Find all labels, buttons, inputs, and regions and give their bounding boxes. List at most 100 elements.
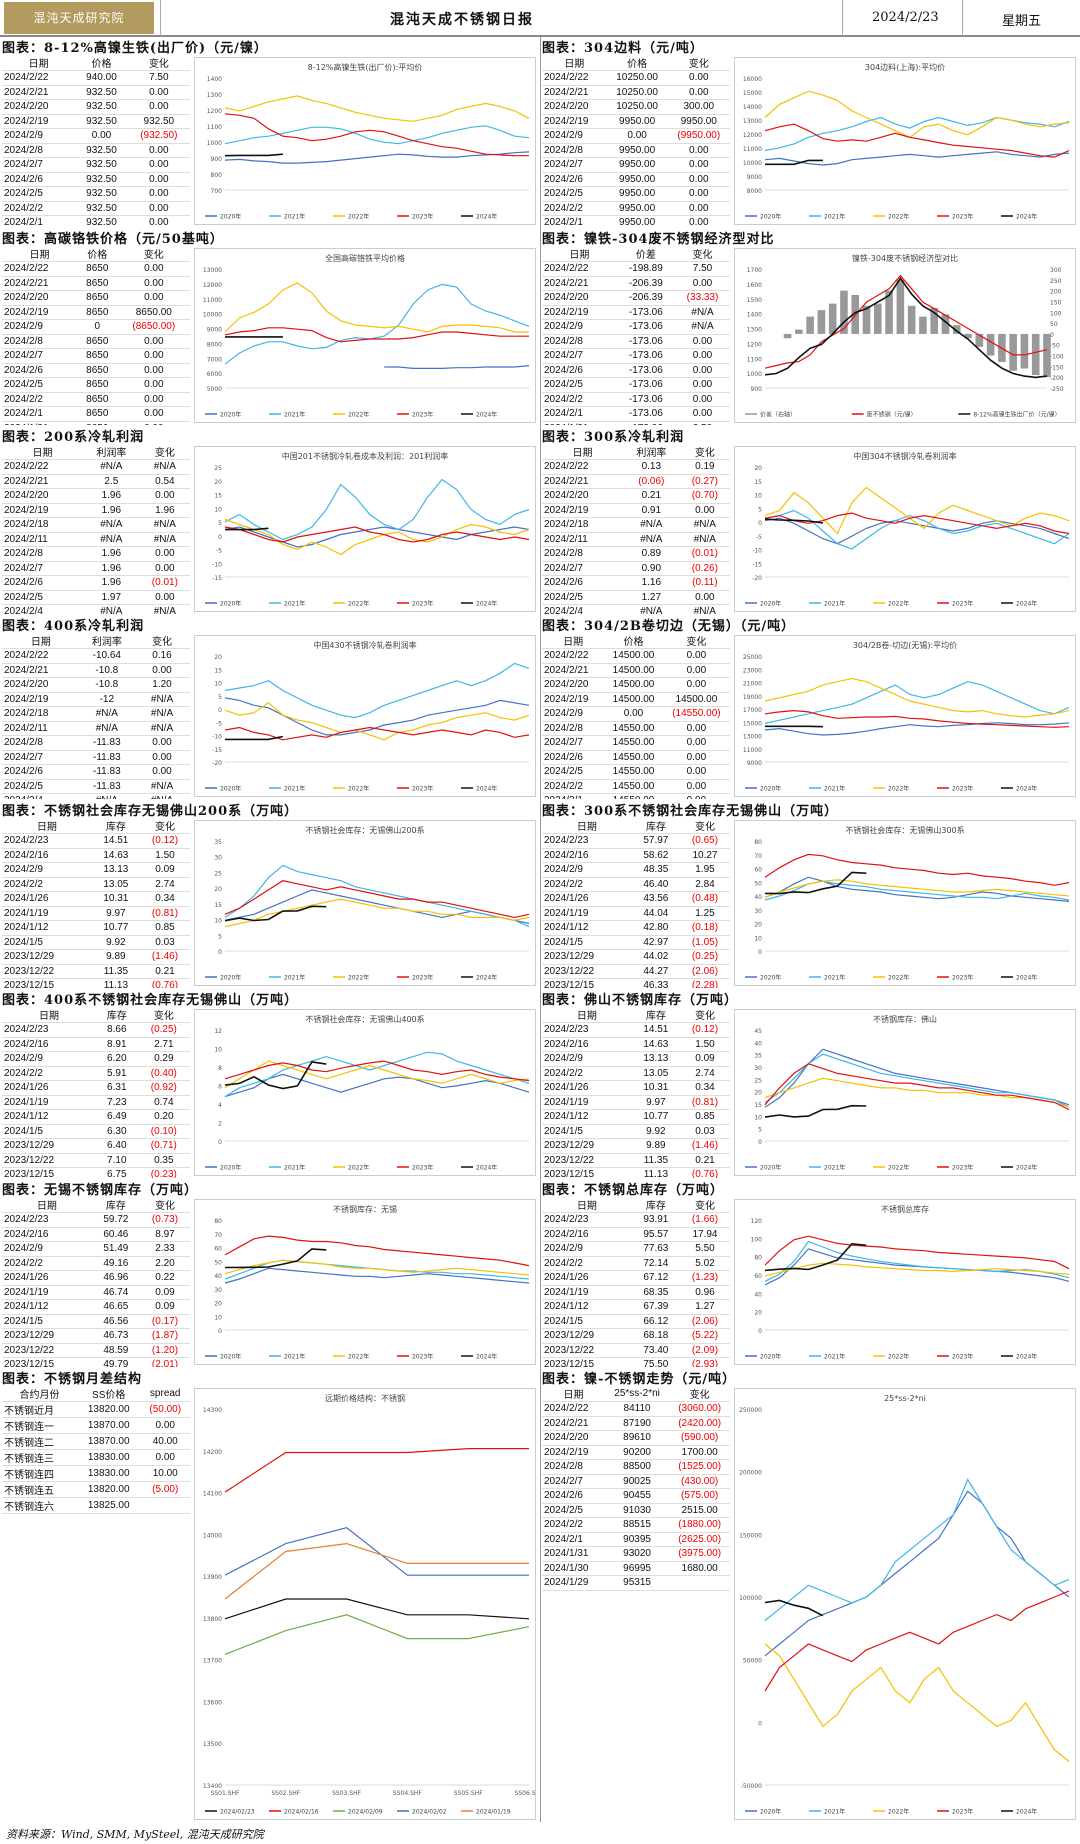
table-row: 2024/2/5 14550.00 0.00 — [542, 764, 730, 780]
table-row: 2024/2/19 0.91 0.00 — [542, 503, 730, 518]
y-tick-label: 40 — [754, 1040, 762, 1047]
table-cell: 0.00 — [117, 377, 190, 393]
table-cell: 2024/1/31 — [542, 421, 617, 425]
y-tick-label: 1200 — [747, 341, 762, 348]
y-tick-label: 40 — [754, 1291, 762, 1298]
table-cell: 2023/12/15 — [542, 1167, 632, 1178]
table-cell: 6.75 — [95, 1167, 138, 1178]
table-cell: 不锈钢连五 — [2, 1481, 77, 1498]
table-row: 2024/2/11 #N/A #N/A — [2, 721, 190, 736]
table-cell: 2024/2/19 — [542, 1445, 605, 1460]
table-cell: 2024/2/5 — [542, 764, 605, 780]
data-table: 日期 25*ss-2*ni 变化 2024/2/22 84110 (3060.00) 202… — [542, 1386, 730, 1591]
data-table: 日期 库存 变化 2024/2/23 93.91 (1.66) 2024/2/16 95.57… — [542, 1197, 730, 1367]
table-cell: #N/A — [679, 532, 730, 547]
table-cell: 0.00 — [140, 1449, 190, 1466]
table-header: 价格 — [606, 55, 668, 71]
table-cell: 0.00 — [134, 735, 190, 751]
table-cell: -173.06 — [616, 377, 676, 393]
table-cell: 2024/1/19 — [542, 1285, 632, 1300]
table-cell: 2024/2/19 — [542, 503, 623, 518]
table-cell: (0.12) — [139, 833, 190, 849]
table-cell: 1.25 — [679, 906, 730, 921]
legend-label: 8-12%高镍生铁出厂价（元/镍） — [973, 411, 1060, 419]
table-row: 2023/12/29 9.89 (1.46) — [2, 949, 190, 965]
table-cell: 2024/2/6 — [542, 575, 623, 591]
y-tick-label: 20 — [754, 1310, 762, 1317]
y-tick-label: 30 — [754, 1065, 762, 1072]
table-row: 2024/2/16 14.63 1.50 — [2, 848, 190, 863]
y-tick-label: 6000 — [207, 371, 222, 378]
series-line-4 — [224, 526, 530, 543]
table-row: 2024/1/12 67.39 1.27 — [542, 1299, 730, 1315]
table-cell: (0.11) — [679, 575, 730, 591]
series-line-3 — [224, 702, 530, 741]
table-cell: 44.04 — [631, 906, 680, 921]
table-header: 日期 — [2, 1197, 92, 1213]
table-cell: 75.50 — [631, 1357, 680, 1367]
table-cell: -11.83 — [79, 750, 135, 765]
table-header: 变化 — [139, 444, 190, 460]
series-line-2 — [764, 116, 1070, 152]
table-row: 2024/2/21 10250.00 0.00 — [542, 85, 730, 100]
table-cell: -198.89 — [616, 261, 676, 277]
table-cell: 90025 — [604, 1474, 670, 1489]
series-line-4 — [764, 709, 1070, 728]
chart-box: 不锈钢库存：佛山 45 40 35 30 25 20 15 10 5 0 2020年 2021年 2022… — [734, 1009, 1076, 1176]
legend-label: 2022年 — [888, 1353, 909, 1361]
table-header: 价格 — [604, 633, 663, 649]
table-cell: #N/A — [675, 319, 730, 335]
table-row: 2024/2/23 14.51 (0.12) — [2, 833, 190, 849]
x-tick-label: SS04.SHF — [393, 1790, 422, 1797]
table-cell: 不锈钢连三 — [2, 1449, 77, 1466]
y-tick-label: 20 — [754, 1090, 762, 1097]
y-tick-label: 12000 — [203, 282, 222, 289]
table-cell: 7.50 — [675, 261, 730, 277]
table-cell: 2024/2/6 — [542, 363, 617, 378]
table-cell: 8.97 — [139, 1227, 190, 1242]
y-tick-label: 1400 — [207, 76, 222, 83]
legend-label: 2024年 — [1016, 1353, 1037, 1361]
table-cell: #N/A — [622, 532, 680, 547]
table-cell: 14.51 — [91, 833, 140, 849]
table-cell: 48.35 — [631, 862, 680, 878]
table-cell: 0.00 — [117, 421, 190, 425]
table-row: 2024/2/20 8650 0.00 — [2, 290, 190, 306]
table-header: 变化 — [662, 633, 730, 649]
table-cell: #N/A — [82, 532, 140, 547]
y-tick-label: 7000 — [207, 356, 222, 363]
legend-label: 2024年 — [1016, 213, 1037, 221]
table-cell: 2024/2/2 — [542, 1256, 632, 1271]
table-cell: 0.16 — [134, 648, 190, 664]
table-row: 2024/1/26 67.12 (1.23) — [542, 1270, 730, 1286]
table-row: 2024/2/5 8650 0.00 — [2, 377, 190, 393]
table-header: 变化 — [679, 444, 730, 460]
table-cell: -173.06 — [616, 305, 676, 320]
table-cell: 2024/2/9 — [542, 1051, 632, 1067]
table-cell: 2024/2/16 — [2, 848, 92, 863]
table-cell: 2024/1/19 — [2, 1285, 92, 1300]
y-tick-label: 13500 — [203, 1741, 222, 1748]
table-header: 库存 — [631, 1007, 680, 1023]
table-cell: 2024/2/7 — [542, 735, 605, 751]
series-line-4 — [224, 113, 529, 157]
table-cell: 13.13 — [631, 1051, 680, 1067]
table-row: 2024/1/30 96995 1680.00 — [542, 1561, 730, 1576]
table-row: 2024/2/21 2.5 0.54 — [2, 474, 190, 489]
table-cell: 0.00 — [117, 406, 190, 422]
table-cell: 6.49 — [95, 1109, 138, 1125]
table-cell: 2024/2/8 — [542, 1459, 605, 1475]
table-cell: 0.00 — [667, 172, 730, 187]
x-tick-label: SS02.SHF — [271, 1790, 300, 1797]
table-cell: 2.84 — [679, 877, 730, 892]
table-cell: 2024/1/19 — [542, 1095, 632, 1110]
table-cell: 95.57 — [631, 1227, 680, 1242]
table-cell: 2024/2/2 — [542, 877, 632, 892]
y-tick-label: 15 — [754, 1102, 762, 1109]
table-cell: 2024/2/9 — [2, 1241, 92, 1257]
table-row: 2024/1/19 68.35 0.96 — [542, 1285, 730, 1300]
table-row: 2024/2/9 13.13 0.09 — [542, 1051, 730, 1067]
table-cell: 0.00 — [127, 143, 190, 158]
table-header-row: 日期 利润率 变化 — [2, 633, 190, 649]
y-tick-label: 0 — [758, 1139, 762, 1146]
